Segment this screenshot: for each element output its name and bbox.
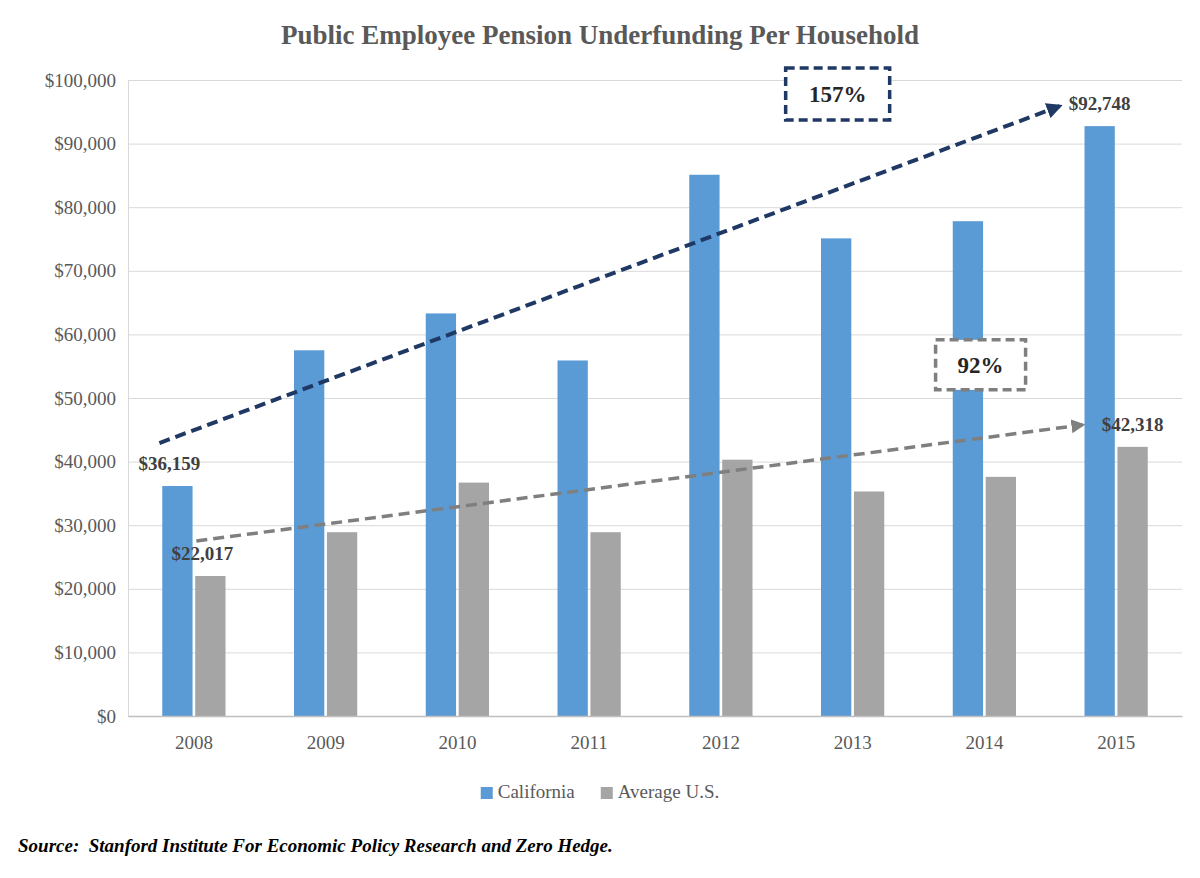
y-tick-label: $20,000 xyxy=(54,578,116,599)
y-tick: $80,000 xyxy=(54,197,1182,218)
x-tick: 2015 xyxy=(1097,716,1135,753)
y-tick-label: $10,000 xyxy=(54,642,116,663)
y-tick-label: $40,000 xyxy=(54,451,116,472)
x-tick-label: 2013 xyxy=(834,732,872,753)
bar xyxy=(722,460,752,716)
y-axis: $0 $10,000 $20,000 $30,000 $40,000 $50,000 $60… xyxy=(45,70,1182,727)
x-tick: 2012 xyxy=(702,716,740,753)
x-tick: 2011 xyxy=(570,716,607,753)
y-tick-label: $50,000 xyxy=(54,388,116,409)
chart: $0 $10,000 $20,000 $30,000 $40,000 $50,000 $60… xyxy=(0,0,1200,878)
data-label: $36,159 xyxy=(139,453,201,474)
y-tick-label: $60,000 xyxy=(54,324,116,345)
annotation-box xyxy=(786,68,890,120)
y-tick: $70,000 xyxy=(54,260,1182,281)
bar xyxy=(1117,447,1147,716)
grid-line xyxy=(128,80,1182,81)
y-tick-label: $80,000 xyxy=(54,197,116,218)
grid-line xyxy=(128,207,1182,208)
x-tick-label: 2010 xyxy=(438,732,476,753)
y-tick: $100,000 xyxy=(45,70,1182,91)
x-tick: 2008 xyxy=(175,716,213,753)
source: Source: Stanford Institute For Economic … xyxy=(18,835,613,856)
bar xyxy=(195,576,225,716)
data-label: $42,318 xyxy=(1102,414,1164,435)
grid-line xyxy=(128,589,1182,590)
bar xyxy=(162,486,192,716)
y-tick-label: $100,000 xyxy=(45,70,116,91)
legend-label: California xyxy=(498,781,576,802)
y-tick-label: $70,000 xyxy=(54,260,116,281)
y-tick-label: $30,000 xyxy=(54,515,116,536)
annotation: 92% xyxy=(958,353,1004,378)
x-tick-label: 2011 xyxy=(570,732,607,753)
y-tick: $90,000 xyxy=(54,133,1182,154)
y-tick-label: $0 xyxy=(97,706,116,727)
data-labels: $36,159 $92,748 $22,017 $42,318 xyxy=(139,93,1164,564)
grid-line xyxy=(128,271,1182,272)
bar xyxy=(854,491,884,716)
bar xyxy=(294,350,324,716)
y-tick: $0 xyxy=(97,706,1182,727)
bars xyxy=(162,126,1147,716)
bar xyxy=(986,477,1016,716)
grid-line xyxy=(128,525,1182,526)
trend-arrow xyxy=(196,425,1082,541)
grid-line xyxy=(128,716,1182,717)
legend-item: California xyxy=(481,781,576,802)
grid-line xyxy=(128,398,1182,399)
y-tick-label: $90,000 xyxy=(54,133,116,154)
bar xyxy=(459,483,489,716)
legend: California Average U.S. xyxy=(481,781,720,802)
legend-swatch xyxy=(481,787,493,799)
grid-line xyxy=(128,462,1182,463)
x-tick-label: 2012 xyxy=(702,732,740,753)
grid-line xyxy=(128,144,1182,145)
x-tick-label: 2008 xyxy=(175,732,213,753)
legend-item: Average U.S. xyxy=(601,781,719,802)
legend-swatch xyxy=(601,787,613,799)
x-axis: 2008 2009 2010 2011 2012 2013 2014 2015 xyxy=(129,716,1183,753)
grid-line xyxy=(128,334,1182,335)
plot: $0 $10,000 $20,000 $30,000 $40,000 $50,000 $60… xyxy=(45,68,1183,753)
annotation-box xyxy=(936,340,1026,390)
bar xyxy=(426,313,456,716)
bar xyxy=(558,360,588,716)
x-tick-label: 2014 xyxy=(965,732,1004,753)
x-tick-label: 2009 xyxy=(307,732,345,753)
x-tick-label: 2015 xyxy=(1097,732,1135,753)
annotation: 157% xyxy=(809,82,867,107)
y-tick: $40,000 xyxy=(54,451,1182,472)
x-tick: 2013 xyxy=(834,716,872,753)
legend-label: Average U.S. xyxy=(618,781,719,802)
data-label: $92,748 xyxy=(1069,93,1131,114)
x-tick: 2014 xyxy=(965,716,1004,753)
x-tick: 2010 xyxy=(438,716,476,753)
bar xyxy=(953,221,983,716)
bar xyxy=(821,238,851,716)
x-tick: 2009 xyxy=(307,716,345,753)
bar xyxy=(327,532,357,716)
y-tick: $50,000 xyxy=(54,388,1182,409)
grid-line xyxy=(128,652,1182,653)
bar xyxy=(590,532,620,716)
title: Public Employee Pension Underfunding Per… xyxy=(281,20,919,50)
trend-arrow xyxy=(159,106,1059,443)
data-label: $22,017 xyxy=(171,543,233,564)
annotations: 157% 92% xyxy=(159,68,1082,541)
x-axis-line xyxy=(129,716,1183,718)
bar xyxy=(689,175,719,716)
